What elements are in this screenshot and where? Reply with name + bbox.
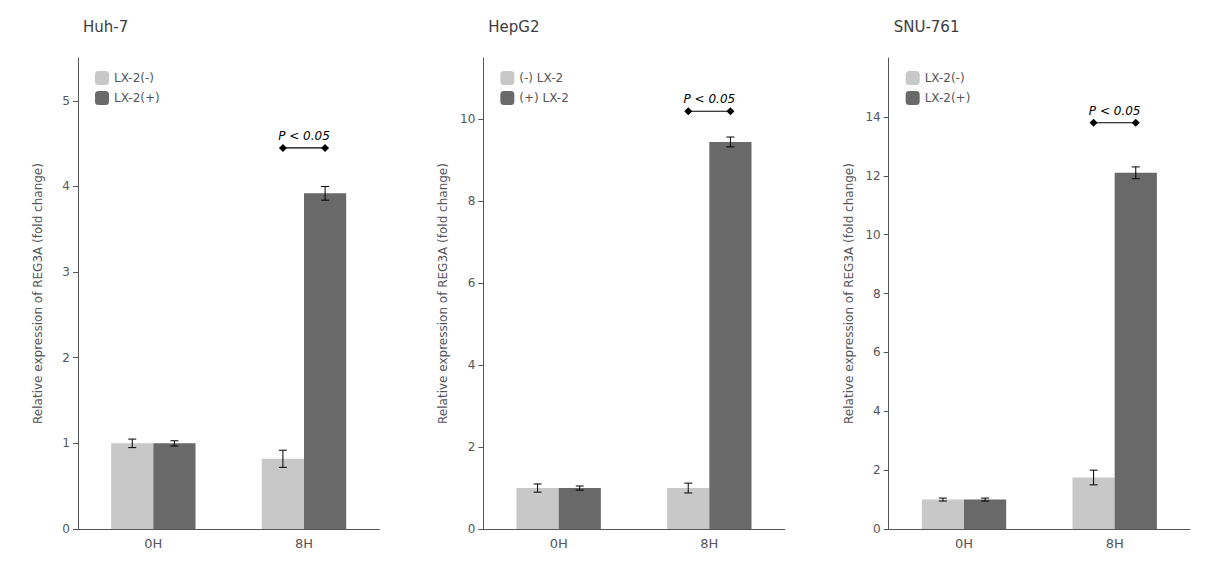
svg-text:2: 2 (468, 440, 476, 454)
svg-text:HepG2: HepG2 (488, 18, 539, 36)
svg-text:8H: 8H (700, 536, 718, 551)
svg-text:12: 12 (865, 169, 880, 183)
svg-text:0: 0 (468, 522, 476, 536)
svg-text:14: 14 (865, 110, 880, 124)
svg-text:LX-2(+): LX-2(+) (114, 91, 160, 105)
svg-text:2: 2 (62, 351, 70, 365)
svg-text:6: 6 (873, 345, 881, 359)
svg-text:3: 3 (62, 265, 70, 279)
svg-text:SNU-761: SNU-761 (894, 18, 960, 36)
svg-text:6: 6 (468, 276, 476, 290)
svg-text:8: 8 (468, 194, 476, 208)
svg-text:0H: 0H (144, 536, 162, 551)
svg-text:4: 4 (62, 179, 70, 193)
svg-text:LX-2(-): LX-2(-) (114, 71, 154, 85)
svg-text:8H: 8H (295, 536, 313, 551)
svg-text:P < 0.05: P < 0.05 (1089, 104, 1141, 118)
svg-text:0H: 0H (550, 536, 568, 551)
svg-text:Relative expression of REG3A (: Relative expression of REG3A (fold chang… (31, 163, 45, 424)
svg-text:P < 0.05: P < 0.05 (684, 92, 736, 106)
svg-text:Huh-7: Huh-7 (83, 18, 128, 36)
svg-text:0: 0 (62, 522, 70, 536)
svg-text:LX-2(-): LX-2(-) (925, 71, 965, 85)
svg-text:5: 5 (62, 94, 70, 108)
svg-text:P < 0.05: P < 0.05 (278, 129, 330, 143)
svg-text:4: 4 (468, 358, 476, 372)
svg-text:1: 1 (62, 436, 70, 450)
svg-text:8: 8 (873, 287, 881, 301)
svg-text:2: 2 (873, 463, 881, 477)
svg-text:Relative expression of REG3A (: Relative expression of REG3A (fold chang… (842, 163, 856, 424)
svg-text:10: 10 (460, 112, 475, 126)
svg-text:(+) LX-2: (+) LX-2 (519, 91, 569, 105)
svg-text:Relative expression of REG3A (: Relative expression of REG3A (fold chang… (436, 163, 450, 424)
svg-text:4: 4 (873, 404, 881, 418)
svg-text:LX-2(+): LX-2(+) (925, 91, 971, 105)
svg-text:10: 10 (865, 228, 880, 242)
svg-text:0: 0 (873, 522, 881, 536)
svg-text:(-) LX-2: (-) LX-2 (519, 71, 563, 85)
svg-text:8H: 8H (1106, 536, 1124, 551)
svg-text:0H: 0H (955, 536, 973, 551)
